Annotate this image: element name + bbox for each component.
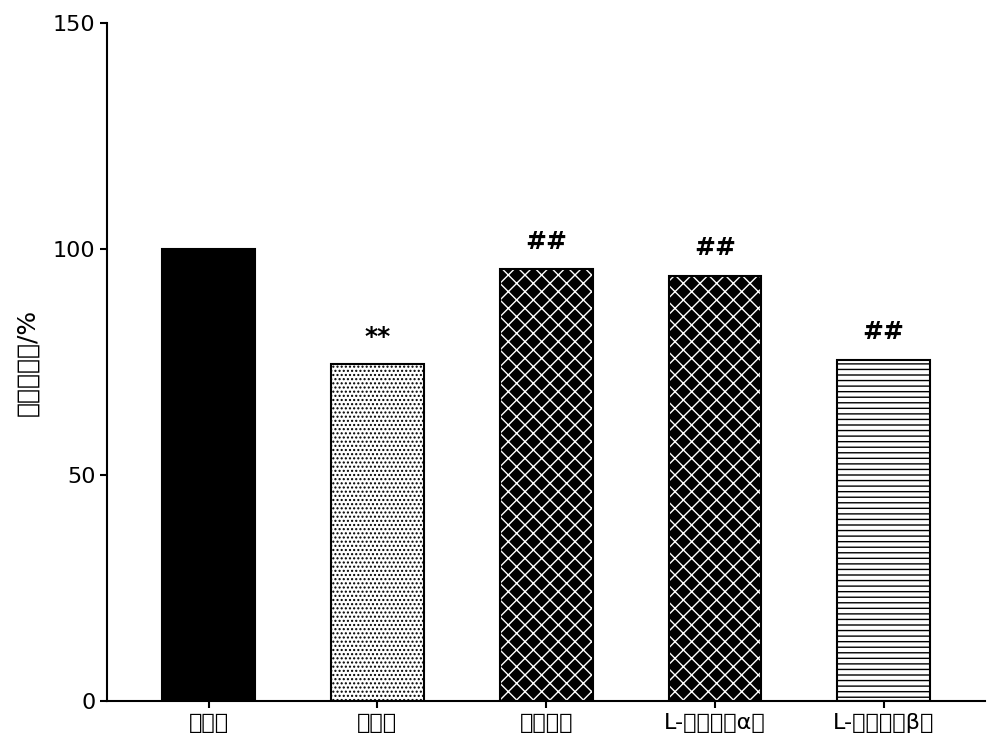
Text: **: ** xyxy=(364,325,390,349)
Bar xyxy=(669,276,761,701)
Bar xyxy=(837,360,930,701)
Text: ##: ## xyxy=(694,236,736,260)
Text: ##: ## xyxy=(863,320,905,344)
Bar xyxy=(500,269,593,701)
Bar xyxy=(162,249,255,701)
Bar xyxy=(500,269,593,701)
Text: ##: ## xyxy=(525,230,567,254)
Y-axis label: 细胞增殖率/%: 细胞增殖率/% xyxy=(15,308,39,416)
Bar xyxy=(331,364,424,701)
Bar xyxy=(669,276,761,701)
